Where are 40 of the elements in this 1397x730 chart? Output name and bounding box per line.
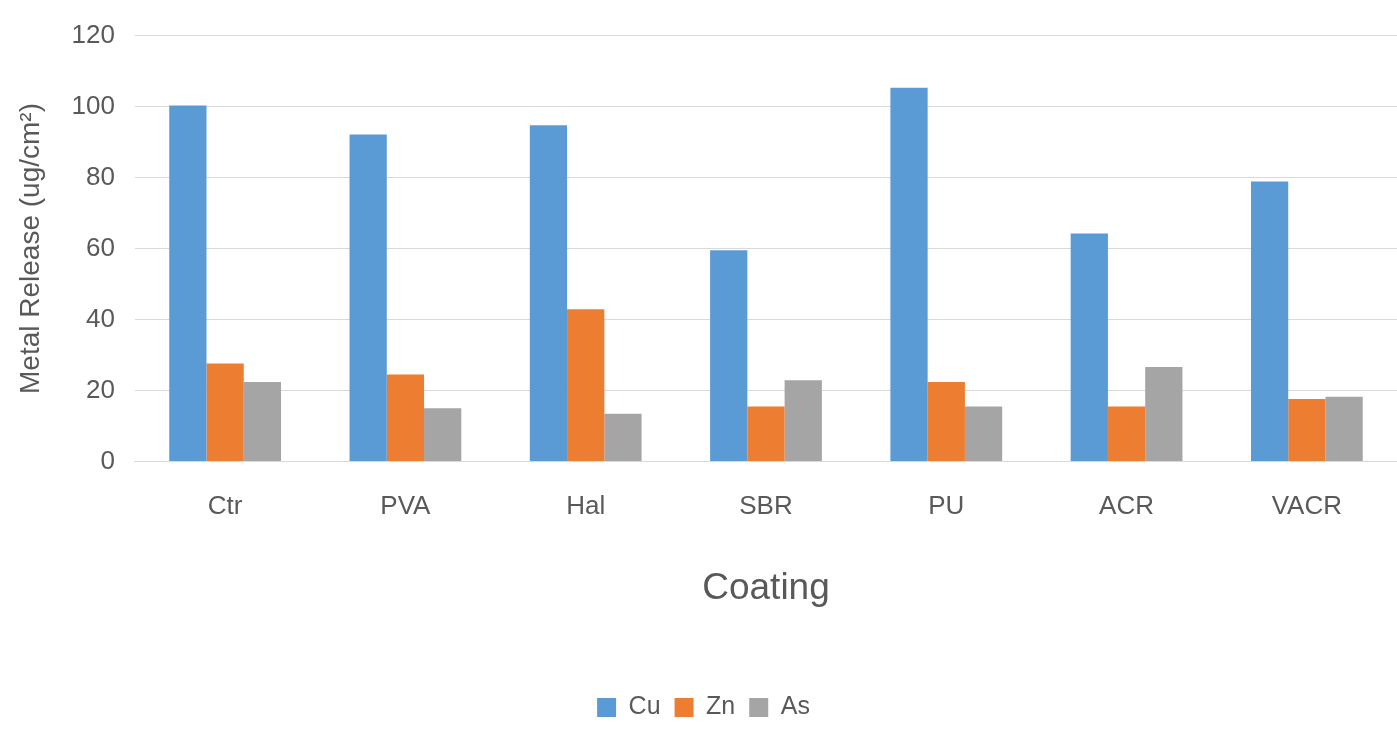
- bar: [784, 380, 822, 461]
- legend-label: Cu: [628, 691, 661, 720]
- bar: [1145, 367, 1183, 461]
- x-tick-label: Hal: [566, 490, 606, 521]
- x-axis-title: Coating: [702, 566, 830, 607]
- bar: [349, 134, 387, 461]
- bar: [529, 125, 568, 461]
- y-tick-label: 0: [100, 444, 115, 475]
- bar: [567, 309, 605, 461]
- bar: [604, 413, 642, 461]
- bar: [964, 406, 1003, 461]
- bar: [169, 105, 207, 461]
- bar: [243, 381, 282, 461]
- x-tick-label: ACR: [1099, 490, 1155, 521]
- legend-label: Zn: [706, 691, 736, 720]
- bar: [927, 381, 965, 461]
- bar: [1070, 233, 1108, 461]
- bar: [1288, 398, 1326, 461]
- y-tick-label: 60: [86, 231, 115, 262]
- bar: [206, 363, 244, 461]
- bar: [747, 406, 785, 461]
- bar: [890, 87, 928, 461]
- y-tick-label: 100: [71, 89, 115, 120]
- bar: [424, 408, 462, 461]
- y-tick-label: 120: [71, 18, 115, 49]
- bar: [1107, 406, 1146, 461]
- x-tick-label: SBR: [739, 490, 793, 521]
- x-tick-label: PU: [928, 490, 965, 521]
- bar: [386, 374, 425, 461]
- y-tick-label: 40: [86, 302, 115, 333]
- x-tick-label: PVA: [380, 490, 432, 521]
- legend-label: As: [780, 691, 810, 720]
- x-tick-label: Ctr: [207, 490, 243, 521]
- y-axis-title: Metal Release (ug/cm²): [13, 103, 45, 394]
- y-tick-label: 20: [86, 373, 115, 404]
- y-tick-label: 80: [86, 160, 115, 191]
- bar: [710, 250, 748, 461]
- bar: [1250, 181, 1289, 461]
- bar: [1325, 396, 1363, 461]
- x-tick-label: VACR: [1271, 490, 1343, 521]
